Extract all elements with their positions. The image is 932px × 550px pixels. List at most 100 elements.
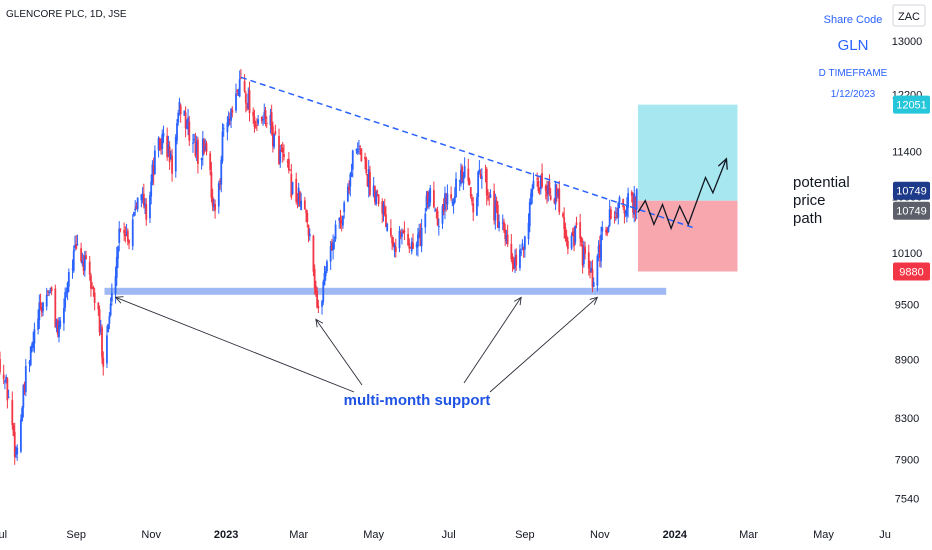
x-tick-label[interactable]: Jul <box>442 529 456 541</box>
x-tick-label[interactable]: Mar <box>289 529 308 541</box>
x-tick-label[interactable]: Ju <box>879 529 891 541</box>
candle-body <box>348 186 350 191</box>
candle-body <box>67 272 70 287</box>
x-tick-label[interactable]: 2023 <box>214 529 238 541</box>
x-tick-label[interactable]: May <box>363 529 384 541</box>
candle <box>452 198 455 214</box>
candle-body <box>307 225 310 236</box>
currency-label[interactable]: ZAC <box>898 11 920 23</box>
x-tick-label[interactable]: Sep <box>515 529 535 541</box>
candle <box>246 102 248 111</box>
candle-body <box>596 255 599 286</box>
candle <box>391 234 394 251</box>
candle-body <box>493 191 496 221</box>
candle-body <box>123 229 126 234</box>
candle-body <box>570 235 573 249</box>
candle <box>381 198 384 223</box>
y-tick-label[interactable]: 13000 <box>892 36 923 48</box>
candle <box>297 182 300 207</box>
candle <box>382 201 385 222</box>
candle <box>377 194 380 207</box>
candle-body <box>64 292 67 308</box>
candle <box>231 106 234 118</box>
candle <box>441 203 444 229</box>
candle-body <box>222 128 225 130</box>
candle-body <box>389 228 392 236</box>
candle-body <box>564 227 567 239</box>
candle <box>49 287 52 294</box>
candle <box>115 247 118 286</box>
y-tick-label[interactable]: 11400 <box>892 146 922 158</box>
candle <box>28 359 31 373</box>
candle <box>407 227 409 246</box>
candle-body <box>83 255 86 271</box>
candle <box>151 160 154 186</box>
candle-body <box>230 108 232 121</box>
candle-body <box>366 174 369 186</box>
y-tick-label[interactable]: 10100 <box>892 248 923 260</box>
candle <box>541 163 543 189</box>
candle-body <box>72 250 75 271</box>
candle <box>125 223 128 237</box>
candle-body <box>418 231 421 237</box>
candle <box>461 164 464 183</box>
candle-body <box>136 197 139 210</box>
candle-body <box>412 242 414 249</box>
candle-body <box>16 447 19 455</box>
candle-body <box>171 155 173 174</box>
candle <box>92 285 95 297</box>
candle-body <box>312 235 315 272</box>
candle-body <box>314 286 317 294</box>
candle <box>437 218 440 236</box>
x-axis[interactable]: Jul Sep Nov 2023 Mar May Jul Sep Nov 2024 Mar May Ju <box>0 529 891 541</box>
candle-body <box>217 183 220 207</box>
x-tick-label[interactable]: 2024 <box>663 529 688 541</box>
x-tick-label[interactable]: Jul <box>0 529 7 541</box>
candle-body <box>221 131 224 162</box>
candle <box>248 81 251 122</box>
y-tick-label[interactable]: 7540 <box>895 494 919 506</box>
candle <box>176 119 178 145</box>
candle <box>101 324 103 364</box>
candle-body <box>343 202 346 213</box>
candle-body <box>446 193 449 205</box>
y-tick-label[interactable]: 7900 <box>895 454 919 466</box>
candle <box>503 218 505 233</box>
candle <box>252 107 255 124</box>
x-tick-label[interactable]: Nov <box>590 529 610 541</box>
y-tick-label[interactable]: 8900 <box>895 354 919 366</box>
candle <box>90 273 92 297</box>
candle <box>369 165 371 197</box>
candle <box>544 184 547 200</box>
x-tick-label[interactable]: Sep <box>66 529 86 541</box>
candle <box>444 186 446 220</box>
candle-body <box>55 321 58 329</box>
candle <box>458 179 461 191</box>
candle-body <box>152 165 155 176</box>
candle <box>257 114 260 126</box>
trade-zones <box>637 104 738 272</box>
candle <box>501 214 504 231</box>
candle <box>410 237 413 255</box>
currency-button[interactable] <box>892 4 926 27</box>
x-tick-label[interactable]: Nov <box>141 529 161 541</box>
candle <box>590 261 593 273</box>
candle <box>211 188 214 211</box>
candle-body <box>149 195 151 219</box>
candle <box>376 189 379 197</box>
y-tick-label[interactable]: 9500 <box>895 299 919 311</box>
candle-body <box>398 230 401 249</box>
candle <box>613 210 616 224</box>
candle <box>403 221 406 240</box>
candle <box>38 294 41 329</box>
candle-body <box>313 268 316 289</box>
candle <box>222 124 225 137</box>
x-tick-label[interactable]: Mar <box>739 529 758 541</box>
x-tick-label[interactable]: May <box>813 529 834 541</box>
y-tick-label[interactable]: 8300 <box>895 413 919 425</box>
candle-body <box>264 110 267 120</box>
candle-body <box>349 173 352 187</box>
price-badge-bg <box>893 181 930 200</box>
candle-body <box>71 268 74 270</box>
